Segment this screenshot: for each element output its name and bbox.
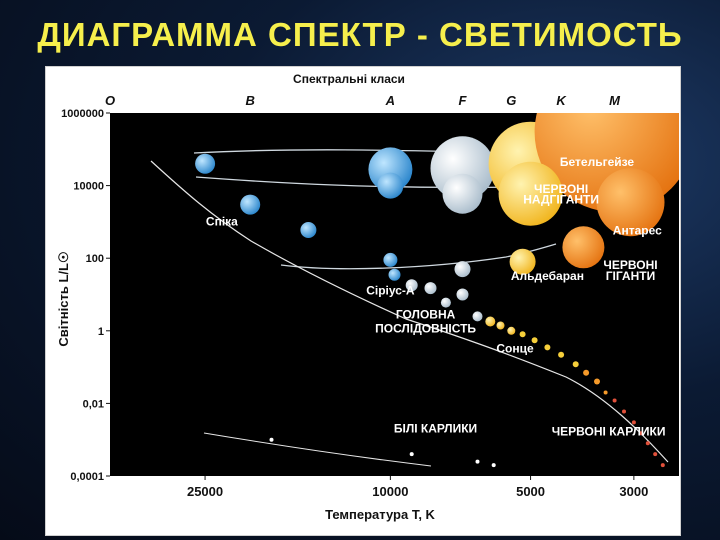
star-point-2-20	[612, 398, 617, 403]
star-point-2-14	[544, 344, 551, 351]
star-label-11: Сонце	[496, 342, 534, 356]
star-point-2-10	[496, 321, 505, 330]
hr-diagram: Спектральні класи O B A F G K M Бетельгейзе ЧЕР…	[56, 72, 679, 522]
star-point-2-16	[572, 361, 579, 368]
star-point-2-21	[622, 409, 626, 414]
star-point-1-1	[509, 248, 536, 275]
y-tick-label-5: 0,0001	[70, 471, 104, 483]
star-point-2-17	[583, 369, 590, 376]
spectral-class-B: B	[245, 93, 254, 108]
x-tick-labels: 25000 10000 5000 3000	[187, 476, 648, 499]
star-point-1-3	[456, 288, 469, 301]
star-point-0-5	[442, 173, 483, 214]
star-point-0-4	[377, 172, 404, 199]
spectral-class-O: O	[105, 93, 115, 108]
star-point-2-9	[485, 316, 496, 327]
spectral-class-A: A	[385, 93, 395, 108]
star-label-6: Альдебаран	[511, 269, 584, 283]
star-point-2-13	[531, 337, 538, 344]
star-point-2-11	[507, 326, 516, 335]
star-label-3: Антарес	[613, 224, 662, 238]
star-point-2-7	[440, 297, 451, 308]
star-label-12: БІЛІ КАРЛИКИ	[394, 421, 477, 435]
chart-panel: Спектральні класи O B A F G K M Бетельгейзе ЧЕР…	[45, 66, 681, 536]
slide-title: ДИАГРАММА СПЕКТР - СВЕТИМОСТЬ	[37, 16, 683, 53]
star-point-2-8	[472, 311, 483, 322]
star-point-2-25	[653, 452, 658, 457]
star-point-2-24	[645, 441, 650, 446]
star-point-2-2	[300, 222, 317, 238]
star-point-3-3	[491, 463, 496, 468]
star-point-3-1	[409, 452, 414, 457]
star-point-0-6	[498, 161, 563, 226]
star-point-2-5	[405, 279, 418, 292]
star-label-2: НАДГІГАНТИ	[523, 193, 599, 207]
star-label-10: ПОСЛІДОВНІСТЬ	[375, 322, 476, 336]
y-axis-label: Світність L/L☉	[56, 251, 71, 346]
star-points	[195, 113, 679, 468]
spectral-class-M: M	[609, 93, 621, 108]
star-label-1: ЧЕРВОНІ	[534, 182, 588, 196]
spectral-class-F: F	[459, 93, 468, 108]
star-point-0-7	[596, 168, 665, 237]
star-label-7: ЧЕРВОНІ	[603, 258, 657, 272]
star-point-2-12	[519, 331, 526, 338]
star-point-2-4	[388, 268, 401, 281]
star-point-2-1	[240, 194, 261, 215]
star-point-2-23	[638, 431, 643, 436]
main-sequence-line	[150, 160, 669, 463]
x-tick-label-2: 5000	[516, 484, 545, 499]
y-tick-label-4: 0,01	[83, 398, 104, 410]
x-tick-label-0: 25000	[187, 484, 223, 499]
star-label-5: Сіріус-А	[366, 284, 415, 298]
star-label-8: ГІГАНТИ	[606, 269, 655, 283]
star-point-2-3	[383, 252, 398, 267]
x-axis-label: Температура T, K	[325, 507, 435, 522]
y-tick-label-0: 1000000	[61, 108, 104, 120]
star-point-2-6	[424, 282, 437, 295]
spectral-class-K: K	[556, 93, 567, 108]
star-point-3-0	[269, 437, 274, 442]
star-point-2-15	[558, 351, 565, 358]
spectral-class-G: G	[506, 93, 516, 108]
star-point-2-18	[594, 378, 600, 385]
y-tick-label-1: 10000	[73, 181, 104, 193]
y-tick-label-3: 1	[98, 326, 104, 338]
star-point-2-0	[195, 153, 216, 174]
star-label-9: ГОЛОВНА	[396, 307, 456, 321]
white-dwarf-line	[203, 432, 432, 467]
star-point-2-19	[603, 390, 608, 395]
star-point-3-2	[475, 459, 480, 464]
star-point-1-2	[562, 226, 605, 269]
star-labels: БетельгейзеЧЕРВОНІНАДГІГАНТИАнтаресСпіка…	[206, 155, 666, 439]
top-axis-label: Спектральні класи	[293, 72, 405, 86]
star-point-2-26	[660, 463, 665, 468]
star-label-0: Бетельгейзе	[560, 155, 635, 169]
star-label-13: ЧЕРВОНІ КАРЛИКИ	[552, 425, 666, 439]
star-point-2-22	[631, 420, 636, 425]
x-tick-label-3: 3000	[619, 484, 648, 499]
star-label-4: Спіка	[206, 214, 238, 228]
y-tick-label-2: 100	[86, 253, 104, 265]
star-point-1-0	[454, 261, 471, 278]
y-tick-labels: 1000000 10000 100 1 0,01 0,0001	[61, 108, 110, 483]
x-tick-label-1: 10000	[372, 484, 408, 499]
